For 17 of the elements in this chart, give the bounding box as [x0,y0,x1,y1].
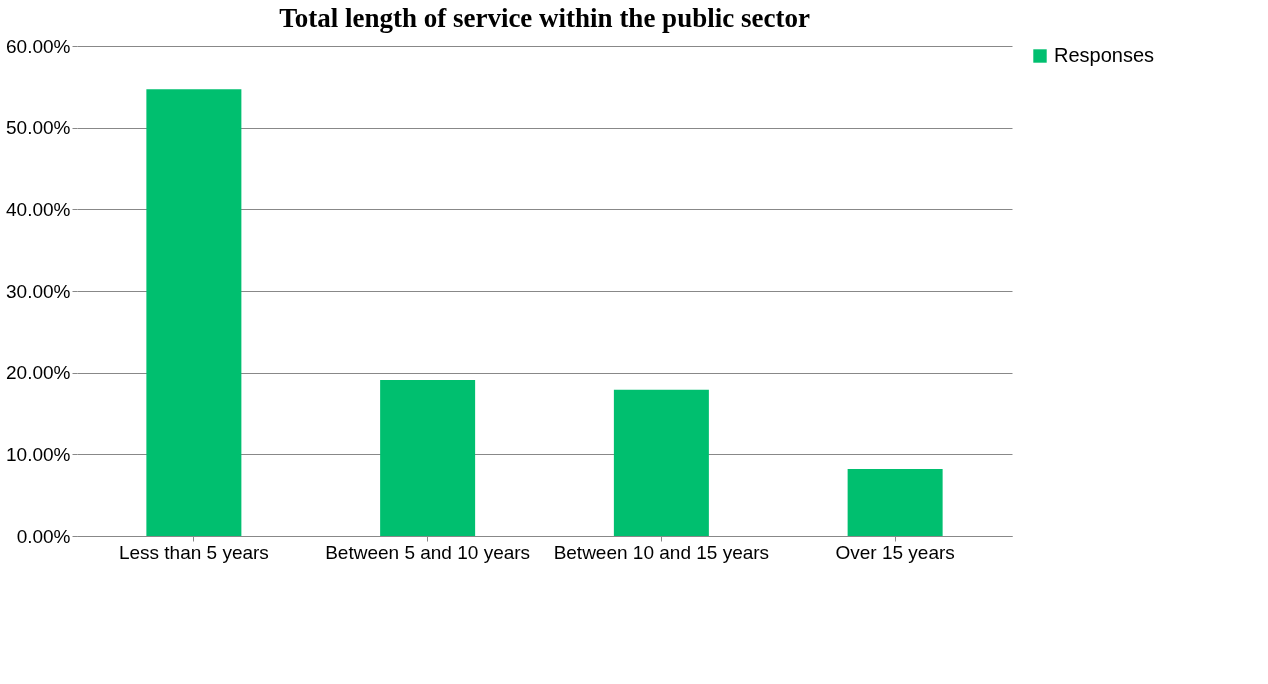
legend-label: Responses [1054,44,1155,66]
bar [613,389,709,536]
x-tick-label: Between 10 and 15 years [553,541,770,563]
y-tick-label: 10.00% [6,443,71,465]
y-tick-label: 40.00% [6,198,71,220]
x-tick-label: Less than 5 years [118,541,269,563]
chart-title: Total length of service within the public sector [279,3,810,33]
bar [380,380,476,536]
bar [847,469,943,536]
bar [146,89,242,536]
y-tick-label: 30.00% [6,280,71,302]
y-tick-label: 20.00% [6,362,71,384]
y-tick-label: 0.00% [16,525,71,547]
y-tick-label: 60.00% [6,35,71,57]
x-tick-label: Between 5 and 10 years [325,541,531,563]
x-tick-label: Over 15 years [835,541,955,563]
y-tick-label: 50.00% [6,117,71,139]
